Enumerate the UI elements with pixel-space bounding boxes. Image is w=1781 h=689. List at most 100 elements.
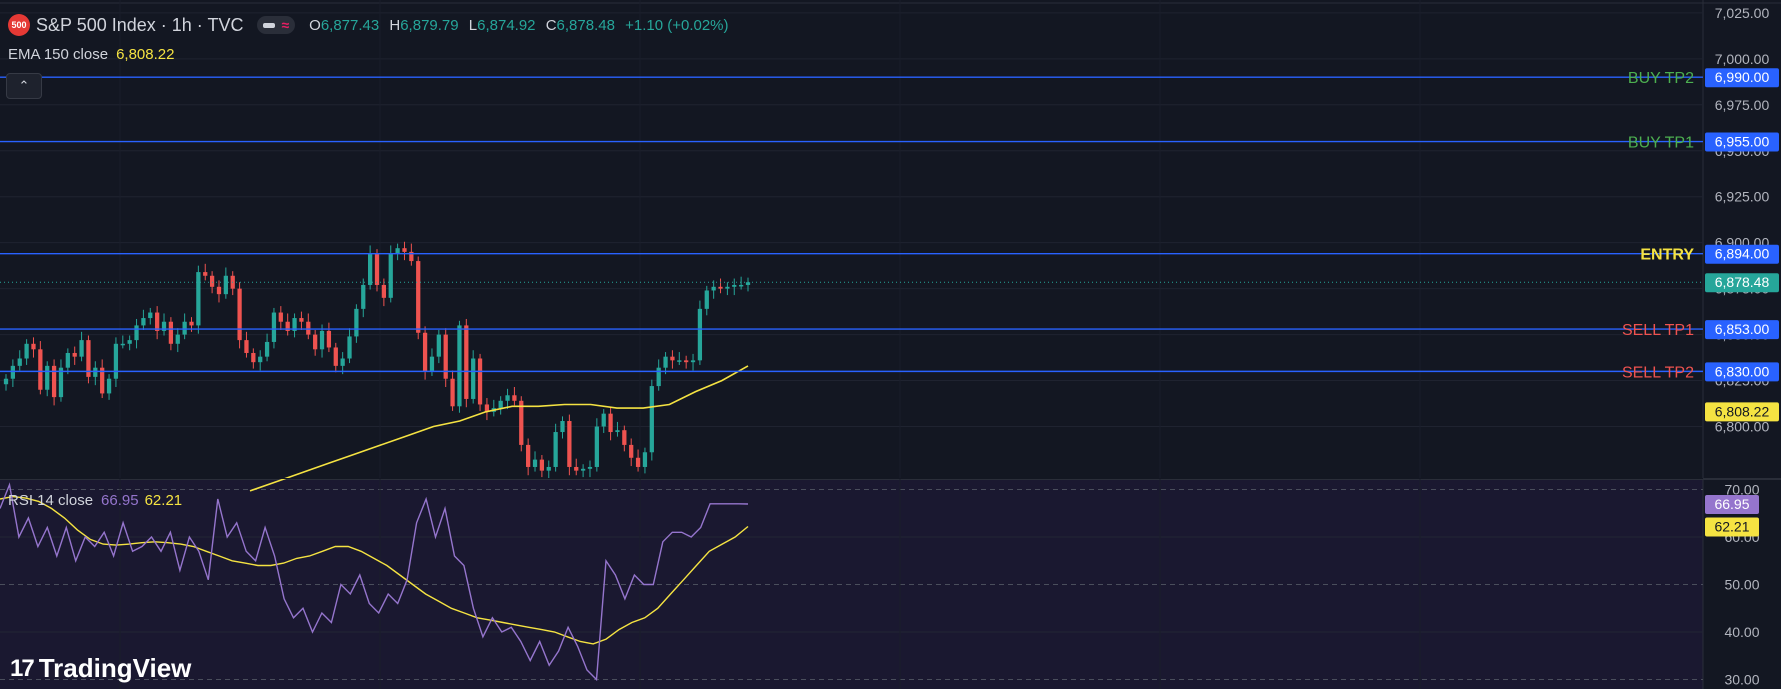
indicator-toggle[interactable]: ≈ xyxy=(257,16,296,34)
candle-up xyxy=(58,367,64,398)
rsi-tick-label: 40.00 xyxy=(1724,624,1759,640)
candle-down xyxy=(402,248,407,252)
candle-up xyxy=(677,360,682,362)
candle-up xyxy=(106,378,112,394)
candle-down xyxy=(635,457,641,467)
candle-down xyxy=(100,367,105,394)
candle-up xyxy=(498,400,503,409)
ema-price-label: 6,808.22 xyxy=(1715,403,1770,419)
candle-down xyxy=(443,334,448,379)
candle-up xyxy=(532,459,538,467)
level-price-badge xyxy=(1705,362,1779,382)
candle-down xyxy=(409,251,414,262)
candle-down xyxy=(374,253,380,285)
candle-down xyxy=(237,288,242,341)
price-tick-label: 6,800.00 xyxy=(1715,419,1770,435)
level-price-badge xyxy=(1705,320,1779,340)
ema-line[interactable] xyxy=(249,365,749,492)
rsi-ma-line[interactable] xyxy=(0,495,749,645)
ohlc-high-value: 6,879.79 xyxy=(400,16,459,34)
ohlc-open-key: O xyxy=(309,16,321,34)
candle-down xyxy=(477,358,483,405)
ohlc-open-value: 6,877.43 xyxy=(320,16,380,34)
candle-down xyxy=(216,286,222,295)
candle-up xyxy=(24,343,29,359)
ema-legend[interactable]: EMA 150 close 6,808.22 xyxy=(8,46,174,63)
candle-down xyxy=(519,400,524,445)
candle-up xyxy=(642,452,648,467)
level-label-buy: BUY TP1 xyxy=(1628,135,1694,152)
candle-down xyxy=(72,352,77,357)
candle-up xyxy=(367,253,373,285)
candle-down xyxy=(31,343,36,350)
ohlc-close-key: C xyxy=(545,16,557,34)
rsi-ma-value-label: 62.21 xyxy=(1714,519,1749,535)
candle-up xyxy=(127,340,132,344)
ohlc-values: O6,877.43 H6,879.79 L6,874.92 C6,878.48 … xyxy=(309,17,734,34)
candle-down xyxy=(251,352,256,363)
candle-down xyxy=(526,444,531,467)
rsi-value-label: 66.95 xyxy=(1714,496,1749,512)
candle-up xyxy=(319,330,325,350)
ohlc-low-key: L xyxy=(468,16,478,34)
candle-down xyxy=(684,360,689,363)
price-tick-label: 6,925.00 xyxy=(1715,189,1770,205)
candle-up xyxy=(93,367,98,377)
rsi-tick-label: 30.00 xyxy=(1724,672,1759,688)
candle-down xyxy=(718,286,723,289)
rsi-line[interactable] xyxy=(0,482,749,682)
candle-down xyxy=(539,459,545,471)
candle-down xyxy=(189,321,194,326)
level-price-badge xyxy=(1705,132,1779,152)
candle-up xyxy=(471,358,476,399)
candle-up xyxy=(182,321,187,335)
ohlc-high-key: H xyxy=(389,16,401,34)
ema-legend-label: EMA 150 close xyxy=(8,46,109,63)
level-price-label: 6,894.00 xyxy=(1715,246,1770,262)
rsi-legend[interactable]: RSI 14 close 66.95 62.21 xyxy=(8,492,182,509)
candle-down xyxy=(313,334,318,350)
candle-down xyxy=(512,395,517,401)
rsi-ma-value-badge xyxy=(1705,517,1759,537)
candle-up xyxy=(45,365,50,390)
candle-up xyxy=(17,358,22,366)
candle-up xyxy=(347,336,352,359)
candle-down xyxy=(416,261,421,333)
rsi-value-badge xyxy=(1705,494,1759,514)
candle-up xyxy=(601,413,606,427)
candle-up xyxy=(615,430,620,433)
candle-down xyxy=(326,330,332,348)
candle-up xyxy=(141,318,146,326)
symbol-logo-icon[interactable]: 500 xyxy=(8,14,30,36)
candle-down xyxy=(51,365,57,398)
candle-up xyxy=(663,356,668,368)
tradingview-logo[interactable]: 17 TradingView xyxy=(10,653,191,684)
candle-up xyxy=(649,386,654,453)
candle-down xyxy=(574,466,579,471)
candle-down xyxy=(168,321,174,344)
rsi-tick-label: 50.00 xyxy=(1724,577,1759,593)
candle-up xyxy=(134,325,139,341)
symbol-title[interactable]: S&P 500 Index · 1h · TVC xyxy=(36,14,244,35)
candle-down xyxy=(244,340,249,353)
ema-legend-value: 6,808.22 xyxy=(116,46,175,63)
candle-down xyxy=(629,444,634,458)
ohlc-low-value: 6,874.92 xyxy=(477,16,536,34)
candle-up xyxy=(553,432,558,467)
candle-up xyxy=(65,352,70,368)
ohlc-change: +1.10 (+0.02%) xyxy=(625,16,729,34)
candle-up xyxy=(271,312,277,342)
candle-up xyxy=(587,466,593,469)
level-label-entry: ENTRY xyxy=(1640,247,1694,264)
candle-down xyxy=(608,413,613,433)
candle-down xyxy=(567,421,572,467)
last-price-badge xyxy=(1705,273,1779,293)
level-price-label: 6,830.00 xyxy=(1715,363,1770,379)
candle-up xyxy=(738,284,744,287)
level-price-badge xyxy=(1705,68,1779,88)
collapse-legend-button[interactable]: ⌃ xyxy=(6,73,42,99)
rsi-tick-label: 70.00 xyxy=(1724,482,1759,498)
candle-up xyxy=(354,308,359,337)
price-tick-label: 6,975.00 xyxy=(1715,97,1770,113)
